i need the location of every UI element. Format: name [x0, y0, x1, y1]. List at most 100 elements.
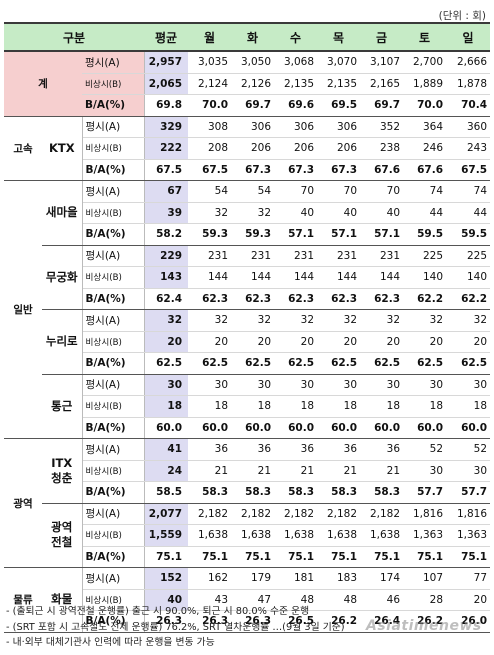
value-cell: 2,135	[274, 73, 318, 95]
value-cell: 183	[317, 567, 361, 590]
average-cell: 40	[144, 589, 189, 611]
value-cell: 231	[317, 245, 361, 267]
table-row: 비상시(B) 20 20 20 20 20 20 20 20	[4, 331, 491, 353]
average-cell: 20	[144, 331, 189, 353]
average-cell: 62.4	[144, 288, 189, 310]
value-cell: 62.5	[403, 352, 447, 375]
metric-label: 비상시(B)	[82, 589, 145, 611]
value-cell: 26.0	[446, 610, 491, 633]
value-cell: 67.3	[274, 159, 318, 181]
value-cell: 67.3	[231, 159, 275, 181]
value-cell: 32	[231, 309, 275, 332]
value-cell: 1,878	[446, 73, 491, 95]
value-cell: 20	[317, 331, 361, 353]
unit-label: (단위 : 회)	[438, 10, 486, 22]
value-cell: 18	[446, 395, 491, 418]
average-cell: 67.5	[144, 159, 189, 181]
footnote: - (출퇴근 시 광역전철 운행률) 출근 시 90.0%, 퇴근 시 80.0…	[6, 606, 310, 617]
subcategory-label: 통근	[42, 374, 83, 439]
value-cell: 162	[188, 567, 232, 590]
value-cell: 20	[446, 331, 491, 353]
subcategory-label: 광역 전철	[42, 503, 83, 568]
value-cell: 43	[188, 589, 232, 611]
value-cell: 18	[231, 395, 275, 418]
average-cell: 2,957	[144, 51, 189, 74]
table-row: B/A(%) 62.4 62.3 62.3 62.3 62.3 62.3 62.2 62.2	[4, 288, 491, 310]
value-cell: 26.4	[360, 610, 404, 633]
value-cell: 70.0	[188, 94, 232, 117]
table-row: 계 평시(A) 2,957 3,035 3,050 3,068 3,070 3,107 2,70…	[4, 51, 491, 117]
metric-label: B/A(%)	[82, 223, 145, 246]
value-cell: 3,068	[274, 51, 318, 74]
value-cell: 40	[317, 202, 361, 224]
value-cell: 58.3	[317, 481, 361, 504]
value-cell: 2,666	[446, 51, 491, 74]
value-cell: 206	[231, 137, 275, 160]
value-cell: 1,816	[446, 503, 491, 525]
table-row: B/A(%) 58.2 59.3 59.3 57.1 57.1 57.1 59.5 59.5	[4, 223, 491, 246]
average-cell: 18	[144, 395, 189, 418]
value-cell: 2,182	[317, 503, 361, 525]
table-row: 광역 ITX 청춘 평시(A) 41 36 36 36 36 36 52 52	[4, 438, 491, 568]
value-cell: 48	[317, 589, 361, 611]
value-cell: 21	[317, 460, 361, 482]
value-cell: 2,700	[403, 51, 447, 74]
value-cell: 21	[231, 460, 275, 482]
metric-label: 평시(A)	[82, 567, 145, 590]
value-cell: 3,035	[188, 51, 232, 74]
value-cell: 32	[188, 202, 232, 224]
value-cell: 58.3	[274, 481, 318, 504]
value-cell: 57.7	[403, 481, 447, 504]
value-cell: 352	[360, 116, 404, 138]
value-cell: 69.5	[317, 94, 361, 117]
value-cell: 181	[274, 567, 318, 590]
table-row: 통근 평시(A) 30 30 30 30 30 30 30 30	[4, 374, 491, 439]
average-cell: 222	[144, 137, 189, 160]
table-row: 무궁화 평시(A) 229 231 231 231 231 231 225 225	[4, 245, 491, 310]
metric-label: 평시(A)	[82, 245, 145, 267]
value-cell: 206	[274, 137, 318, 160]
value-cell: 62.5	[446, 352, 491, 375]
value-cell: 57.7	[446, 481, 491, 504]
value-cell: 246	[403, 137, 447, 160]
average-cell: 24	[144, 460, 189, 482]
value-cell: 3,107	[360, 51, 404, 74]
value-cell: 30	[446, 460, 491, 482]
value-cell: 18	[360, 395, 404, 418]
value-cell: 32	[446, 309, 491, 332]
average-cell: 75.1	[144, 546, 189, 568]
value-cell: 20	[188, 331, 232, 353]
average-cell: 62.5	[144, 352, 189, 375]
subcategory-label: 무궁화	[42, 245, 83, 310]
section-label: 광역	[4, 438, 42, 568]
value-cell: 308	[188, 116, 232, 138]
value-cell: 52	[446, 438, 491, 461]
value-cell: 30	[317, 374, 361, 396]
value-cell: 2,182	[274, 503, 318, 525]
value-cell: 26.2	[403, 610, 447, 633]
value-cell: 140	[446, 266, 491, 289]
value-cell: 144	[274, 266, 318, 289]
average-cell: 1,559	[144, 524, 189, 547]
table-row: 비상시(B) 24 21 21 21 21 21 30 30	[4, 460, 491, 482]
value-cell: 18	[317, 395, 361, 418]
value-cell: 60.0	[188, 417, 232, 439]
value-cell: 48	[274, 589, 318, 611]
value-cell: 231	[274, 245, 318, 267]
value-cell: 58.3	[360, 481, 404, 504]
value-cell: 62.2	[403, 288, 447, 310]
table-row: 광역 전철 평시(A) 2,077 2,182 2,182 2,182 2,182 2,182 1…	[4, 503, 491, 568]
value-cell: 74	[403, 180, 447, 203]
value-cell: 59.5	[403, 223, 447, 246]
value-cell: 77	[446, 567, 491, 590]
value-cell: 1,363	[403, 524, 447, 547]
value-cell: 2,126	[231, 73, 275, 95]
metric-label: 평시(A)	[82, 374, 145, 396]
value-cell: 75.1	[274, 546, 318, 568]
value-cell: 1,638	[317, 524, 361, 547]
value-cell: 1,638	[231, 524, 275, 547]
value-cell: 225	[403, 245, 447, 267]
average-cell: 229	[144, 245, 189, 267]
value-cell: 74	[446, 180, 491, 203]
value-cell: 26.5	[274, 610, 318, 633]
